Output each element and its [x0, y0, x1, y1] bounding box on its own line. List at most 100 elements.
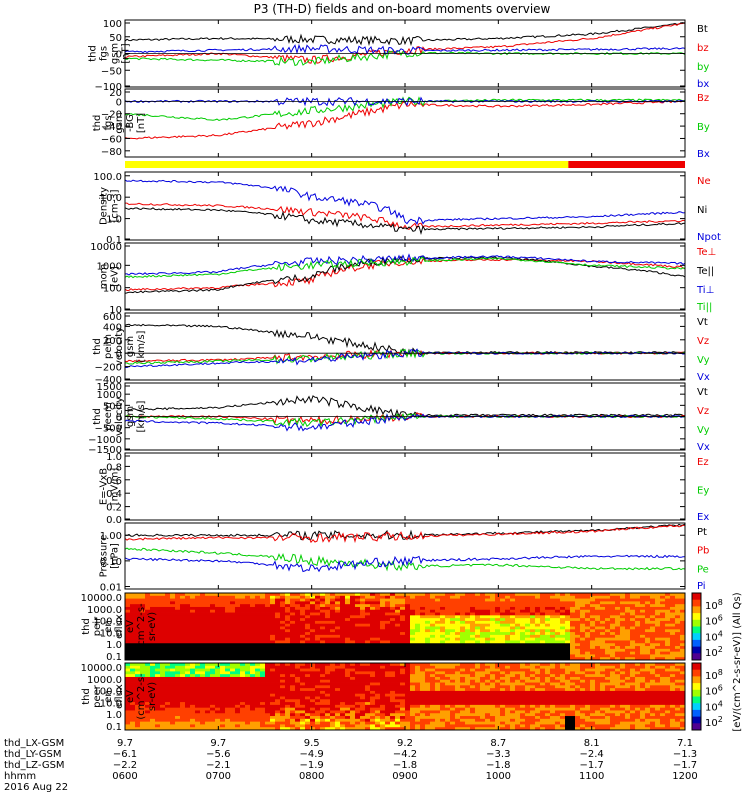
heatmap-cell: [255, 679, 261, 683]
heatmap-cell: [505, 654, 511, 658]
heatmap-cell: [670, 637, 676, 641]
heatmap-cell: [165, 651, 171, 655]
heatmap-cell: [310, 679, 316, 683]
heatmap-cell: [340, 665, 346, 669]
heatmap-cell: [205, 671, 211, 675]
heatmap-cell: [330, 640, 336, 644]
heatmap-cell: [455, 646, 461, 650]
heatmap-cell: [545, 654, 551, 658]
heatmap-cell: [505, 609, 511, 613]
heatmap-cell: [485, 646, 491, 650]
heatmap-cell: [295, 593, 301, 597]
heatmap-cell: [220, 676, 226, 681]
heatmap-cell: [595, 606, 601, 611]
heatmap-cell: [485, 643, 491, 647]
heatmap-cell: [460, 682, 466, 686]
heatmap-cell: [215, 629, 221, 633]
heatmap-cell: [415, 721, 421, 725]
heatmap-cell: [130, 727, 136, 731]
heatmap-cell: [235, 693, 241, 697]
heatmap-cell: [270, 629, 276, 633]
heatmap-cell: [135, 601, 141, 605]
heatmap-cell: [455, 593, 461, 597]
heatmap-cell: [185, 713, 191, 717]
heatmap-cell: [300, 643, 306, 647]
heatmap-cell: [480, 713, 486, 717]
heatmap-cell: [330, 690, 336, 695]
heatmap-cell: [310, 665, 316, 669]
heatmap-cell: [155, 707, 161, 711]
heatmap-cell: [320, 634, 326, 639]
heatmap-cell: [150, 615, 156, 619]
heatmap-cell: [165, 663, 171, 667]
heatmap-cell: [335, 615, 341, 619]
heatmap-cell: [500, 620, 506, 625]
heatmap-cell: [125, 718, 131, 723]
heatmap-cell: [330, 629, 336, 633]
heatmap-cell: [395, 668, 401, 672]
heatmap-cell: [340, 629, 346, 633]
heatmap-cell: [505, 665, 511, 669]
heatmap-cell: [165, 623, 171, 627]
heatmap-cell: [455, 676, 461, 681]
heatmap-cell: [230, 634, 236, 639]
heatmap-cell: [345, 595, 351, 599]
heatmap-cell: [140, 595, 146, 599]
heatmap-cell: [660, 657, 666, 661]
heatmap-cell: [270, 690, 276, 695]
heatmap-cell: [490, 615, 496, 619]
heatmap-cell: [590, 620, 596, 625]
heatmap-cell: [125, 626, 131, 630]
heatmap-cell: [275, 671, 281, 675]
heatmap-cell: [180, 623, 186, 627]
heatmap-cell: [360, 651, 366, 655]
heatmap-cell: [585, 598, 591, 602]
heatmap-cell: [230, 657, 236, 661]
heatmap-cell: [285, 727, 291, 731]
heatmap-cell: [415, 707, 421, 711]
heatmap-cell: [525, 654, 531, 658]
heatmap-cell: [145, 657, 151, 661]
heatmap-cell: [235, 682, 241, 686]
heatmap-cell: [185, 665, 191, 669]
heatmap-cell: [140, 693, 146, 697]
heatmap-cell: [220, 704, 226, 709]
heatmap-cell: [145, 618, 151, 622]
heatmap-cell: [265, 657, 271, 661]
heatmap-cell: [405, 668, 411, 672]
heatmap-cell: [325, 676, 331, 681]
heatmap-cell: [470, 623, 476, 627]
heatmap-cell: [630, 648, 636, 653]
heatmap-cell: [400, 629, 406, 633]
heatmap-cell: [350, 626, 356, 630]
heatmap-cell: [605, 657, 611, 661]
heatmap-cell: [220, 623, 226, 627]
heatmap-cell: [365, 724, 371, 728]
heatmap-cell: [335, 612, 341, 616]
heatmap-cell: [245, 618, 251, 622]
heatmap-cell: [220, 710, 226, 714]
heatmap-cell: [150, 690, 156, 695]
heatmap-cell: [150, 724, 156, 728]
heatmap-cell: [465, 727, 471, 731]
colorbar-swatch: [692, 613, 701, 621]
heatmap-cell: [170, 690, 176, 695]
heatmap-cell: [635, 609, 641, 613]
y-tick-label: 0: [116, 97, 122, 108]
heatmap-cell: [190, 704, 196, 709]
heatmap-cell: [460, 702, 466, 706]
heatmap-cell: [465, 606, 471, 611]
heatmap-cell: [455, 657, 461, 661]
panel-2: [125, 161, 685, 168]
heatmap-cell: [185, 593, 191, 597]
heatmap-cell: [160, 651, 166, 655]
heatmap-cell: [290, 682, 296, 686]
heatmap-cell: [285, 604, 291, 608]
heatmap-cell: [515, 626, 521, 630]
heatmap-cell: [365, 668, 371, 672]
heatmap-cell: [305, 654, 311, 658]
heatmap-cell: [190, 609, 196, 613]
heatmap-cell: [600, 632, 606, 636]
heatmap-cell: [465, 690, 471, 695]
heatmap-cell: [650, 595, 656, 599]
